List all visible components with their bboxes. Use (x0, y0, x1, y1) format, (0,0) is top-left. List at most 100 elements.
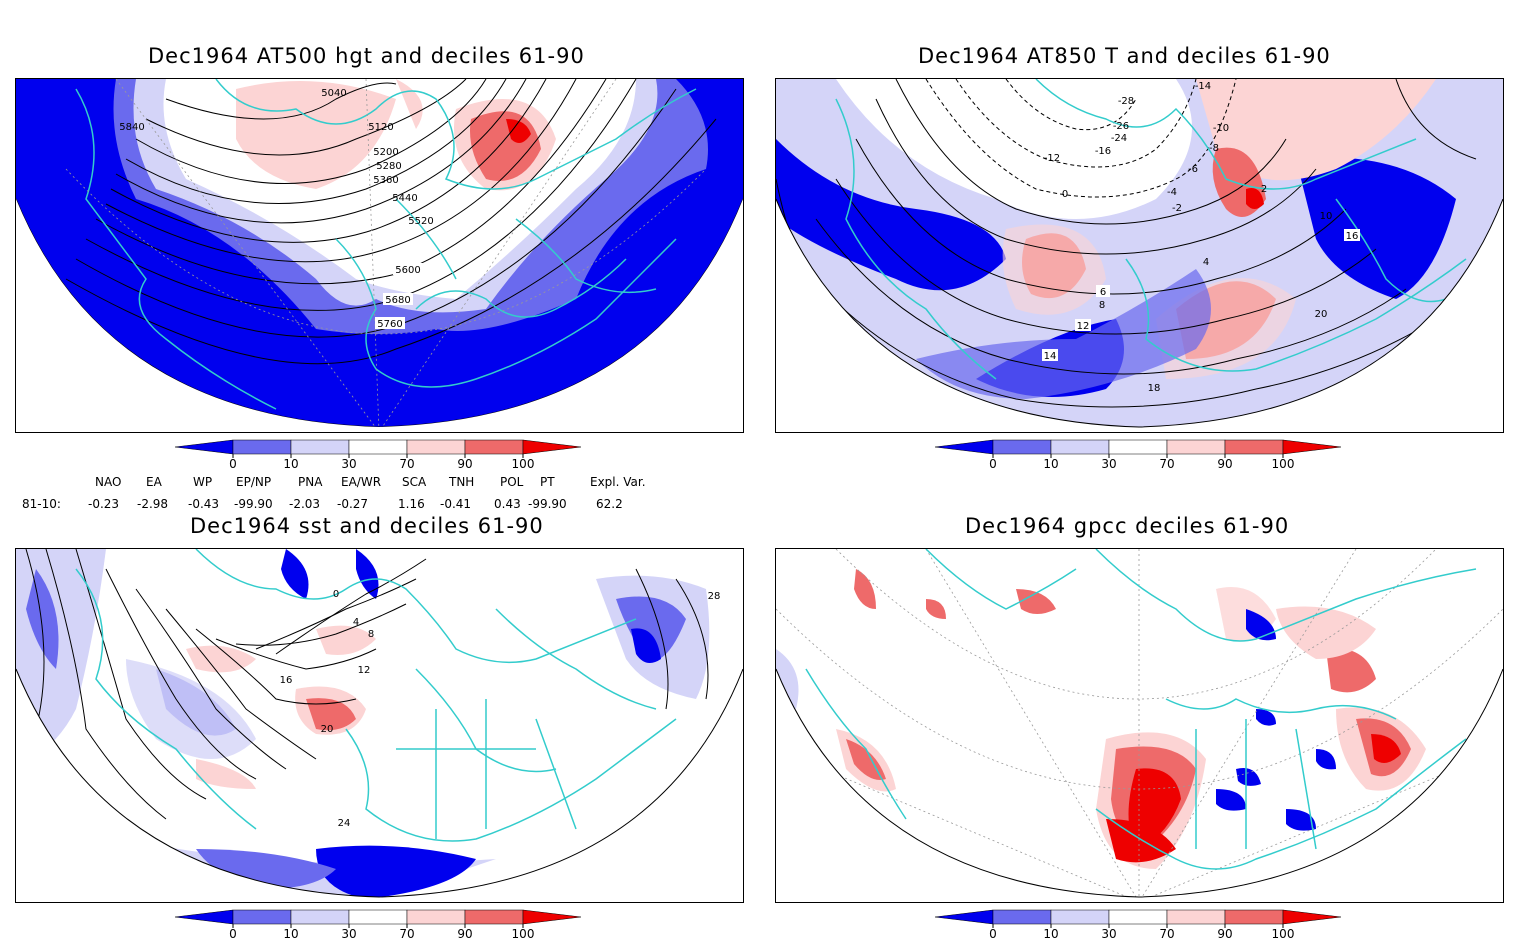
colorbar-segment (935, 909, 994, 925)
colorbar-2: 0 10 30 70 90 100 (935, 438, 1355, 478)
index-header: SCA (402, 475, 427, 489)
index-header: EA/WR (341, 475, 382, 489)
index-value: 1.16 (398, 497, 425, 511)
colorbar-segment (290, 909, 350, 925)
index-value: -0.23 (88, 497, 120, 511)
colorbar-tick-label: 90 (457, 927, 472, 940)
contour-label: 16 (280, 675, 293, 686)
colorbar-segment (175, 439, 234, 455)
colorbar-segment (992, 909, 1052, 925)
colorbar-tick-label: 0 (229, 457, 237, 471)
contour-label: 12 (1077, 321, 1090, 332)
colorbar-segment (290, 439, 350, 455)
contour-label: -8 (1209, 143, 1219, 154)
index-value: -99.90 (528, 497, 567, 511)
contour-label: 2 (1261, 184, 1267, 195)
colorbar-tick-label: 0 (989, 457, 997, 471)
colorbar-segment (1050, 439, 1110, 455)
contour-label: 5200 (373, 147, 398, 158)
index-value: -0.27 (337, 497, 369, 511)
contour-label: 28 (708, 591, 721, 602)
contour-label: 12 (358, 665, 371, 676)
contour-label: 5520 (408, 216, 433, 227)
colorbar-segment (232, 909, 292, 925)
colorbar-segment (1224, 909, 1284, 925)
contour-label: 20 (1315, 309, 1328, 320)
colorbar-segment (1108, 439, 1168, 455)
colorbar-tick-label: 30 (341, 927, 356, 940)
colorbar-segment (464, 909, 524, 925)
contour-label: -28 (1118, 96, 1134, 107)
contour-label: 8 (1099, 300, 1105, 311)
index-value: -0.43 (188, 497, 220, 511)
contour-label: 5280 (376, 161, 401, 172)
colorbar-segment (992, 439, 1052, 455)
colorbar-segment (1166, 909, 1226, 925)
contour-label: -24 (1111, 133, 1127, 144)
colorbar-segment (1166, 439, 1226, 455)
panel-title-sst: Dec1964 sst and deciles 61-90 (190, 514, 544, 538)
index-header: POL (500, 475, 524, 489)
index-value: -2.98 (137, 497, 169, 511)
colorbar-tick-label: 70 (1159, 927, 1174, 940)
contour-label: 5840 (119, 122, 144, 133)
contour-label: -6 (1188, 164, 1198, 175)
contour-label: 6 (1100, 287, 1106, 298)
contour-label: 8 (368, 629, 374, 640)
contour-label: 4 (1203, 257, 1209, 268)
colorbar-tick-label: 30 (341, 457, 356, 471)
colorbar-segment (1224, 439, 1284, 455)
index-value: -2.03 (289, 497, 321, 511)
colorbar-segment (406, 909, 466, 925)
contour-label: 0 (1062, 189, 1068, 200)
colorbar-segment (406, 439, 466, 455)
colorbar-segment (1108, 909, 1168, 925)
colorbar-segment (522, 909, 582, 925)
index-header: Expl. Var. (590, 475, 646, 489)
colorbar-tick-label: 10 (283, 927, 298, 940)
index-value: 0.43 (494, 497, 521, 511)
index-value: -0.41 (440, 497, 472, 511)
contour-label: 5440 (392, 193, 417, 204)
contour-label: -12 (1044, 153, 1060, 164)
colorbar-segment (175, 909, 234, 925)
map-gpcc (775, 548, 1504, 903)
colorbar-tick-label: 70 (399, 927, 414, 940)
map-t850: -28 -26 -24 -16 -14 -12 -10 -8 -6 -4 -2 … (775, 78, 1504, 433)
panel-title-gpcc: Dec1964 gpcc deciles 61-90 (965, 514, 1290, 538)
colorbar-segment (348, 439, 408, 455)
contour-label: 5360 (373, 175, 398, 186)
panel-title-t850: Dec1964 AT850 T and deciles 61-90 (918, 44, 1331, 68)
colorbar-tick-label: 90 (1217, 927, 1232, 940)
contour-label: -10 (1213, 123, 1229, 134)
index-header: TNH (449, 475, 475, 489)
colorbar-tick-label: 70 (399, 457, 414, 471)
contour-label: 16 (1346, 231, 1359, 242)
colorbar-tick-label: 90 (1217, 457, 1232, 471)
colorbar-tick-label: 90 (457, 457, 472, 471)
colorbar-tick-label: 100 (512, 927, 535, 940)
contour-label: 14 (1044, 351, 1057, 362)
decile-70-90 (236, 81, 396, 189)
contour-label: 10 (1320, 211, 1333, 222)
index-value: -99.90 (234, 497, 273, 511)
colorbar-4: 0 10 30 70 90 100 (935, 908, 1355, 948)
contour-label: 20 (321, 724, 334, 735)
index-header: PT (540, 475, 555, 489)
contour-label: 24 (338, 818, 351, 829)
contour-label: -16 (1095, 146, 1111, 157)
colorbar-3: 0 10 30 70 90 100 (175, 908, 595, 948)
colorbar-tick-label: 10 (283, 457, 298, 471)
teleconnection-indices: NAO EA WP EP/NP PNA EA/WR SCA TNH POL PT… (0, 475, 700, 515)
index-header: EA (146, 475, 162, 489)
colorbar-segment (1050, 909, 1110, 925)
map-sst: 0 4 8 12 16 20 24 28 (15, 548, 744, 903)
colorbar-segment (464, 439, 524, 455)
colorbar-tick-label: 30 (1101, 457, 1116, 471)
contour-label: -14 (1195, 81, 1211, 92)
colorbar-tick-label: 70 (1159, 457, 1174, 471)
contour-label: -4 (1167, 187, 1177, 198)
contour-label: 4 (353, 617, 359, 628)
decile-above-100 (506, 119, 531, 143)
contour-label: 5760 (377, 319, 402, 330)
